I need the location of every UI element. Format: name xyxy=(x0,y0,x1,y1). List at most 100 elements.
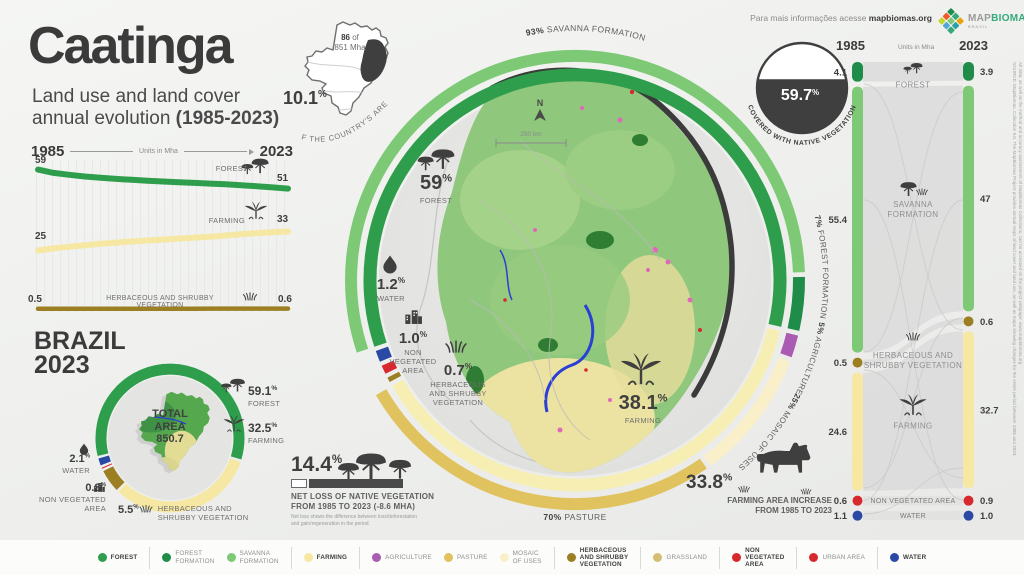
legend-separator xyxy=(719,546,721,569)
sankey-value-2023: 0.6 xyxy=(980,317,993,328)
legend-separator xyxy=(796,546,798,569)
grass-icon xyxy=(242,292,258,301)
legend-dot xyxy=(226,553,236,562)
sankey-node-2023 xyxy=(963,85,974,312)
sankey-value-2023: 47 xyxy=(980,194,991,205)
ring-segment xyxy=(375,389,707,511)
forest-start-value: 59 xyxy=(35,155,47,166)
sankey-value-2023: 1.0 xyxy=(980,511,993,522)
herb-end-value: 0.6 xyxy=(278,294,292,305)
evolution-line xyxy=(35,166,291,192)
page-title: Caatinga xyxy=(28,17,234,75)
sankey-dot-2023 xyxy=(963,316,974,327)
legend-item: PASTURE xyxy=(443,553,488,562)
sankey-node-1985 xyxy=(852,62,863,82)
legend-label: FARMING xyxy=(316,553,348,561)
logo-tile xyxy=(947,26,955,34)
evolution-year-start: 1985 xyxy=(31,143,65,160)
axis-line xyxy=(70,151,134,152)
ring-segment xyxy=(787,276,806,331)
logo-tile xyxy=(952,22,960,30)
logo-tile xyxy=(942,12,950,20)
ring-segment xyxy=(375,346,392,362)
ring-segment xyxy=(703,357,790,466)
legend-label: FOREST FORMATION xyxy=(175,550,215,565)
sankey-node-2023 xyxy=(963,62,974,81)
brazil-panel-title: BRAZIL 2023 xyxy=(34,327,126,379)
logo-tile xyxy=(947,8,955,16)
brazil-water-stat: 2.1% WATER xyxy=(62,453,90,475)
sankey-value-1985: 24.6 xyxy=(829,427,848,438)
ring-segment xyxy=(381,360,398,374)
evolution-chart-header: 1985 Units in Mha 2023 xyxy=(31,143,293,160)
sankey-units-label: Units in Mha xyxy=(897,44,935,51)
net-loss-caption: NET LOSS OF NATIVE VEGETATION FROM 1985 … xyxy=(291,492,435,511)
legend-label: WATER xyxy=(903,553,927,561)
sankey-dot-1985 xyxy=(852,495,863,506)
legend-dot xyxy=(809,553,819,562)
net-loss-note: Net loss shows the difference between lo… xyxy=(291,514,418,527)
sankey-crossing-flows xyxy=(863,83,964,515)
net-loss-bar-segment xyxy=(291,479,307,488)
sankey-year-start: 1985 xyxy=(836,38,865,53)
herb-series-label: HERBACEOUS AND SHRUBBY VEGETATION xyxy=(106,295,214,309)
sankey-flow xyxy=(863,318,963,366)
legend-label: GRASSLAND xyxy=(666,553,708,561)
farming-increase-caption: FARMING AREA INCREASE FROM 1985 TO 2023 xyxy=(727,496,832,516)
legend-separator xyxy=(359,546,361,569)
legend-item: AGRICULTURE xyxy=(372,553,432,562)
legend-separator xyxy=(553,546,555,569)
legend-label: HERBACEOUS AND SHRUBBY VEGETATION xyxy=(579,546,629,569)
legend-separator xyxy=(290,546,292,569)
sankey-year-end: 2023 xyxy=(959,38,988,53)
forest-series-label: FOREST xyxy=(215,164,248,173)
sankey-node-1985 xyxy=(852,372,863,491)
ring-label-forest-formation: 7% FOREST FORMATION xyxy=(813,214,830,319)
brazil-forest-stat: 59.1% FOREST xyxy=(248,384,281,408)
ring-segment xyxy=(345,49,805,353)
evolution-line xyxy=(35,228,291,254)
sankey-class-label: FARMING xyxy=(893,422,932,431)
svg-text:SOURCE: MapBiomas, Collection: SOURCE: MapBiomas, Collection 9.0. The M… xyxy=(1012,62,1017,457)
legend-item: WATER xyxy=(890,553,926,562)
net-loss-block: 14.4% NET LOSS OF NATIVE VEGETATION FROM… xyxy=(291,453,461,527)
ring-segment xyxy=(98,455,111,466)
caatinga-forest-stat: 59% FOREST xyxy=(419,172,453,205)
caatinga-farming-stat: 38.1% FARMING xyxy=(618,392,668,425)
sankey-dot-1985 xyxy=(852,357,863,368)
sankey-row-band xyxy=(863,496,963,506)
ring-label-pasture: 70% PASTURE xyxy=(543,512,606,522)
farming-end-value: 33 xyxy=(277,214,289,225)
logo-tile xyxy=(942,22,950,30)
brazil-nonveg-stat: 0.8% NON VEGETATED AREA xyxy=(39,482,106,513)
ring-label-agriculture: 5% AGRICULTURE xyxy=(794,322,827,397)
legend-item: FOREST FORMATION xyxy=(162,550,215,565)
caatinga-land-cover-map xyxy=(437,67,735,473)
caatinga-water-stat: 1.2% WATER xyxy=(376,276,406,303)
mapbiomas-link[interactable]: mapbiomas.org xyxy=(868,13,932,23)
legend-item: HERBACEOUS AND SHRUBBY VEGETATION xyxy=(566,546,629,569)
farming-increase-block: 33.8% FARMING AREA INCREASE FROM 1985 TO… xyxy=(686,472,832,516)
sankey-value-1985: 0.5 xyxy=(834,358,848,369)
sankey-value-1985: 55.4 xyxy=(829,215,848,226)
legend-label: MOSAIC OF USES xyxy=(512,550,542,565)
legend-label: AGRICULTURE xyxy=(385,553,432,561)
brazil-farming-stat: 32.5% FARMING xyxy=(248,421,285,445)
forest-end-value: 51 xyxy=(277,173,289,184)
mapbiomas-logo: MAPBIOMAS BRASIL xyxy=(938,8,1024,34)
legend-separator xyxy=(877,546,879,569)
brazil-total-area: TOTAL AREA 850.7 xyxy=(152,408,188,446)
ring-segment xyxy=(363,68,787,347)
farming-start-value: 25 xyxy=(35,231,47,242)
sankey-class-label: HERBACEOUS AND SHRUBBY VEGETATION xyxy=(864,351,962,370)
evolution-year-end: 2023 xyxy=(259,143,293,160)
legend-label: FOREST xyxy=(110,553,138,561)
country-share-value: 10.1% xyxy=(283,88,327,108)
sankey-node-2023 xyxy=(963,331,974,489)
caatinga-nonveg-stat: 1.0% NON VEGETATED AREA xyxy=(389,330,437,375)
svg-text:All data, as well as the metho: All data, as well as the method and accu… xyxy=(1018,62,1023,365)
legend-dot xyxy=(97,553,107,562)
map-scale-label: 250 km xyxy=(520,131,541,138)
sankey-class-label: SAVANNA FORMATION xyxy=(887,200,938,219)
